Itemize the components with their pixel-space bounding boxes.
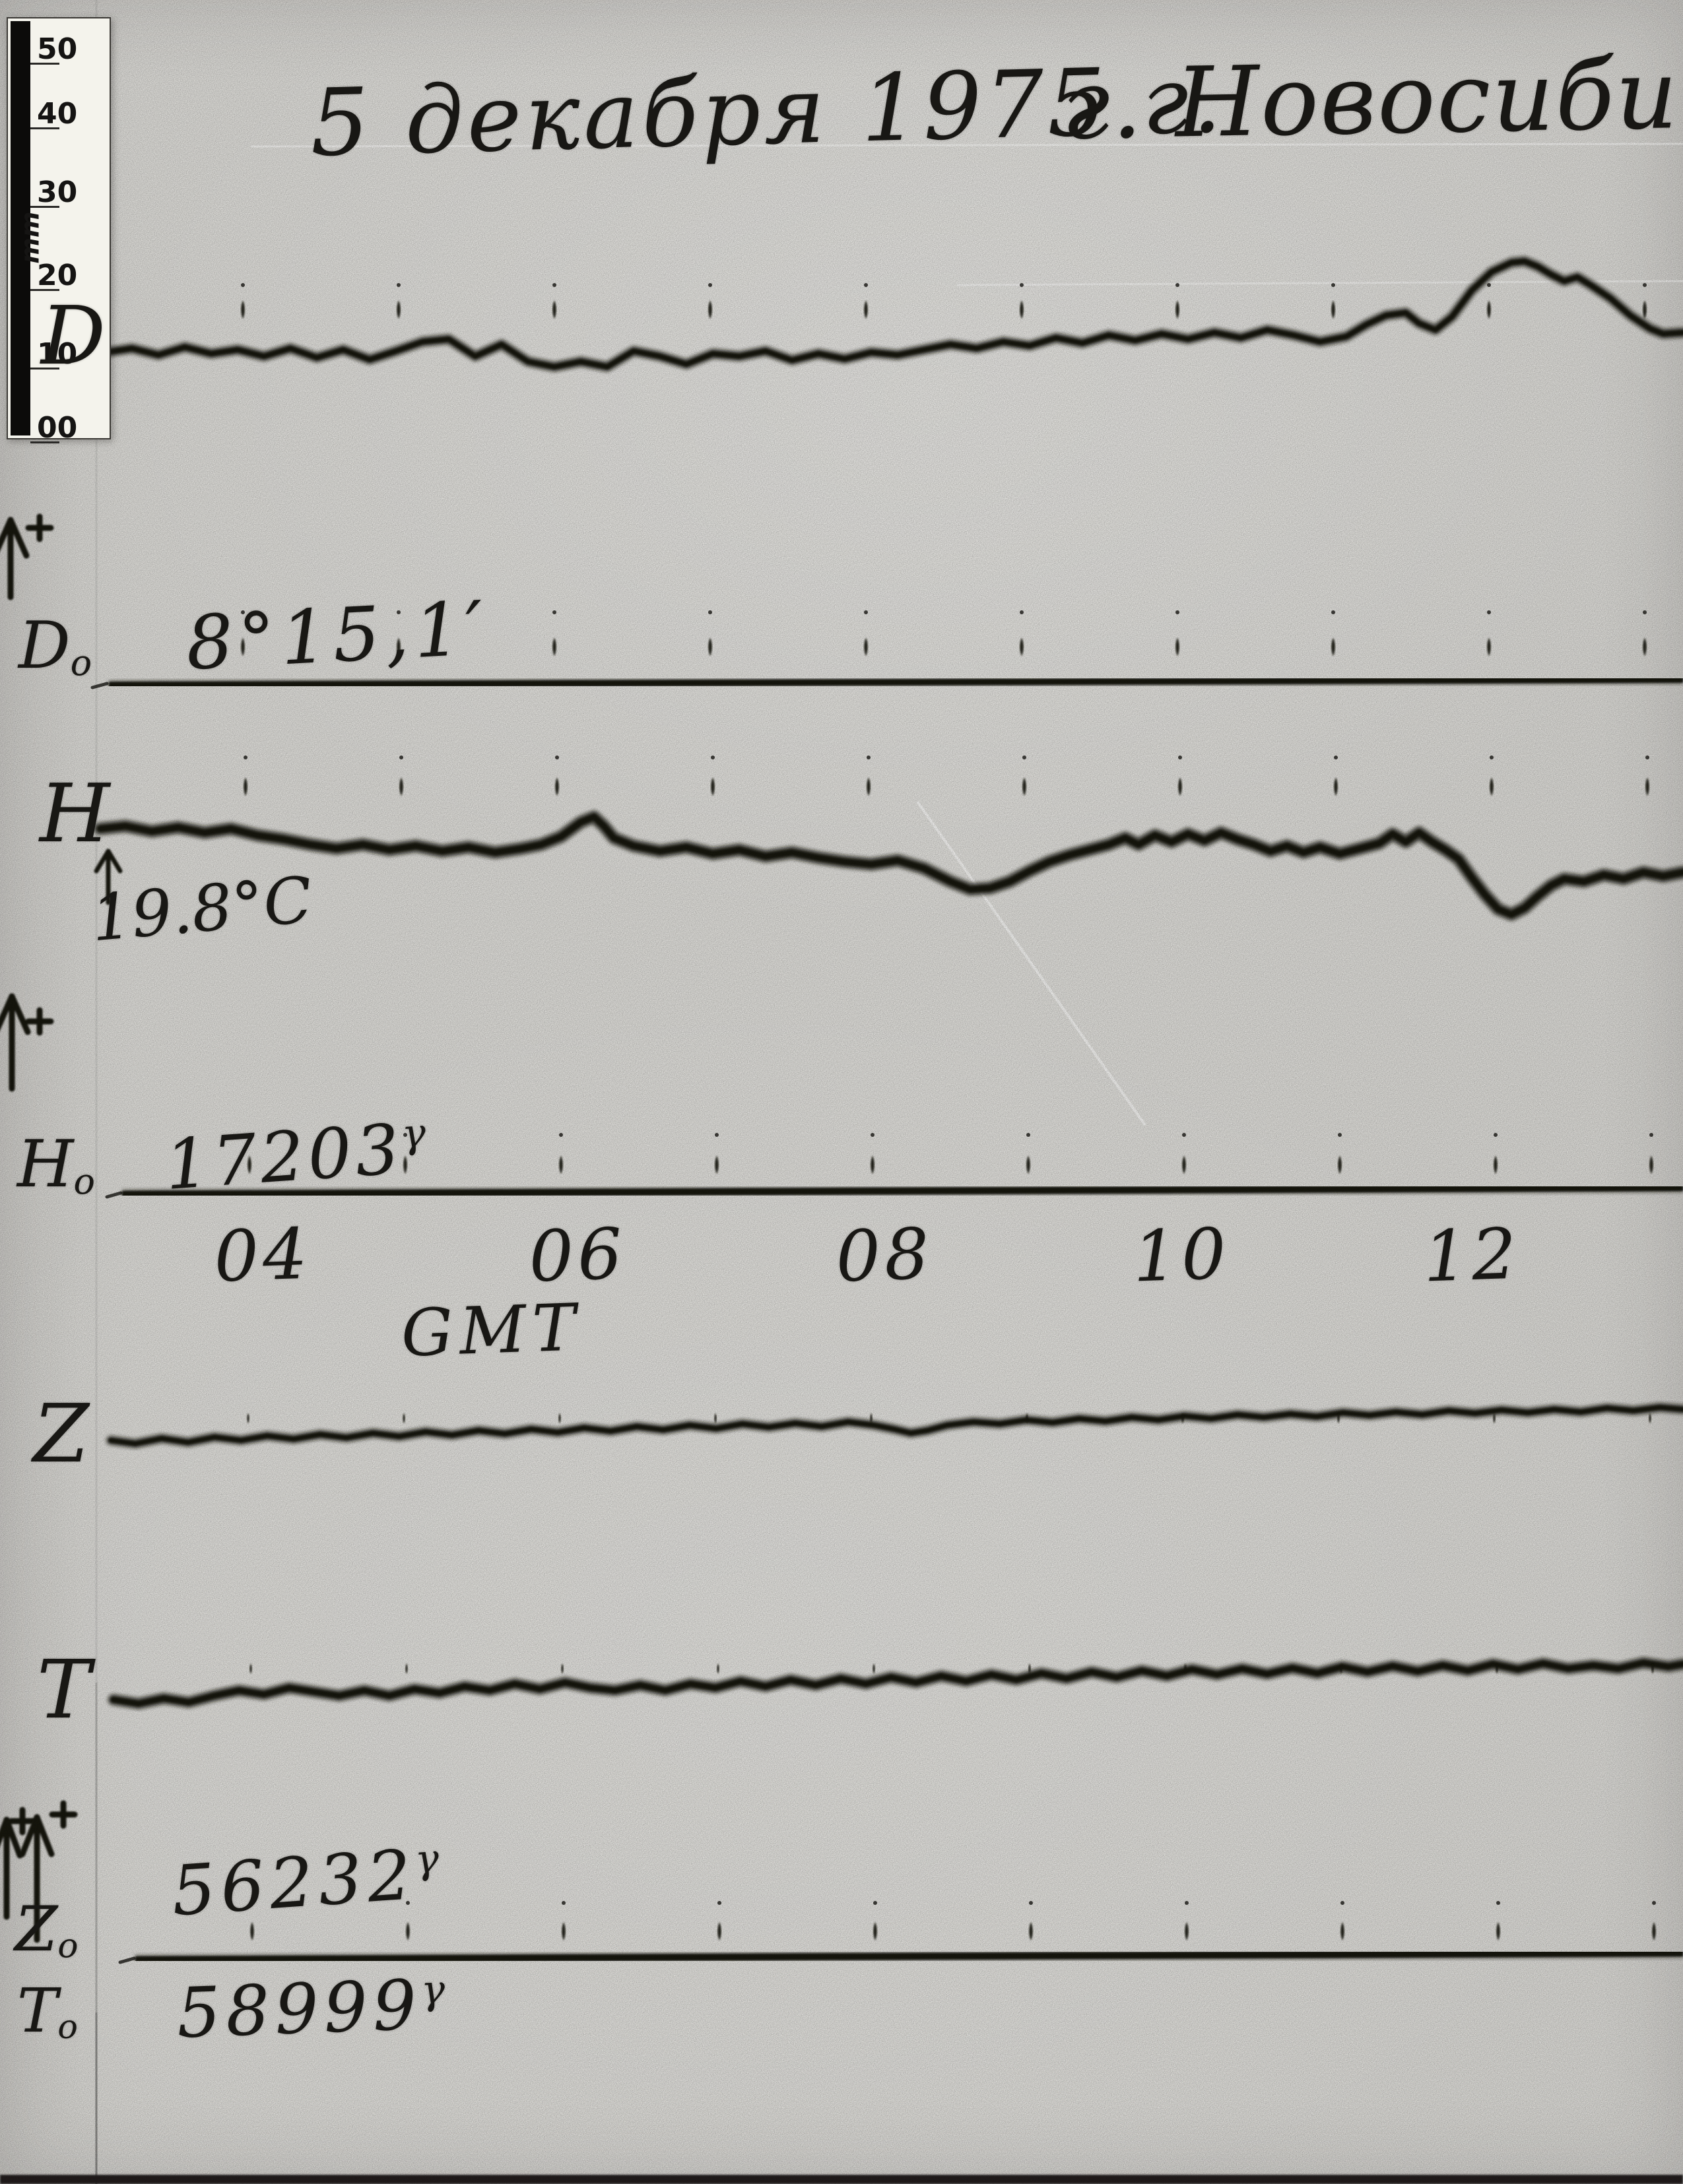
ruler-unit-label: mm bbox=[15, 211, 45, 264]
ruler-tick-line bbox=[30, 127, 59, 129]
title-station: г. Новосибирск (К bbox=[1060, 33, 1683, 162]
ruler-tick-label: 20 bbox=[37, 259, 78, 292]
annotation-T0-value: 58999γ bbox=[176, 1964, 451, 2053]
Z0-number: 56232 bbox=[169, 1834, 419, 1932]
time-label-08: 08 bbox=[834, 1213, 935, 1298]
time-label-06: 06 bbox=[527, 1213, 628, 1298]
gamma-icon: γ bbox=[400, 1109, 432, 1158]
ruler-black-bar bbox=[11, 21, 30, 435]
mm-scale-ruler: 50 40 30 20 10 00 mm bbox=[7, 17, 111, 445]
ruler-tick-label: 50 bbox=[37, 32, 78, 66]
baseline-T0-letter: T bbox=[17, 1975, 58, 2046]
baseline-D0-sub: o bbox=[70, 641, 92, 684]
label-baseline-Z0: Zo bbox=[15, 1899, 78, 1964]
label-baseline-H0: Ho bbox=[17, 1132, 95, 1200]
ruler-tick-line bbox=[30, 289, 59, 291]
ruler-tick-line bbox=[30, 368, 59, 369]
baseline-D0-letter: D bbox=[18, 608, 71, 684]
time-label-12: 12 bbox=[1422, 1213, 1522, 1298]
baseline-H0-letter: H bbox=[17, 1127, 74, 1202]
time-label-10: 10 bbox=[1131, 1213, 1232, 1298]
annotation-D0-value: 8°15,1′ bbox=[183, 585, 491, 687]
baseline-T0-sub: o bbox=[57, 2007, 78, 2047]
ruler-tick-line bbox=[30, 63, 59, 65]
gamma-icon: γ bbox=[413, 1835, 446, 1884]
label-trace-T: T bbox=[37, 1643, 91, 1737]
baseline-H0-sub: o bbox=[73, 1160, 95, 1202]
baseline-Z0-sub: o bbox=[57, 1926, 79, 1966]
ruler-tick-label: 10 bbox=[37, 337, 78, 371]
time-zone-label: GMT bbox=[400, 1290, 583, 1372]
ruler-tick-line bbox=[30, 206, 59, 208]
gamma-icon: γ bbox=[420, 1966, 451, 2014]
ruler-tick-line bbox=[30, 441, 59, 443]
annotation-Z0-value: 56232γ bbox=[169, 1834, 447, 1932]
label-trace-D: D bbox=[41, 289, 106, 383]
H0-number: 17203 bbox=[162, 1108, 406, 1205]
ruler-tick-label: 00 bbox=[37, 411, 78, 445]
label-baseline-D0: Do bbox=[18, 614, 92, 681]
annotation-H0-value: 17203γ bbox=[162, 1108, 433, 1205]
T0-number: 58999 bbox=[175, 1964, 423, 2054]
label-trace-Z: Z bbox=[33, 1387, 89, 1481]
baseline-Z0-letter: Z bbox=[15, 1894, 58, 1966]
time-label-04: 04 bbox=[213, 1213, 313, 1298]
ruler-tick-label: 30 bbox=[37, 176, 78, 209]
annotation-H-temperature: 19.8°C bbox=[88, 862, 315, 956]
label-trace-H: H bbox=[40, 767, 110, 860]
ruler-tick-label: 40 bbox=[37, 97, 78, 131]
label-baseline-T0: To bbox=[17, 1981, 78, 2044]
